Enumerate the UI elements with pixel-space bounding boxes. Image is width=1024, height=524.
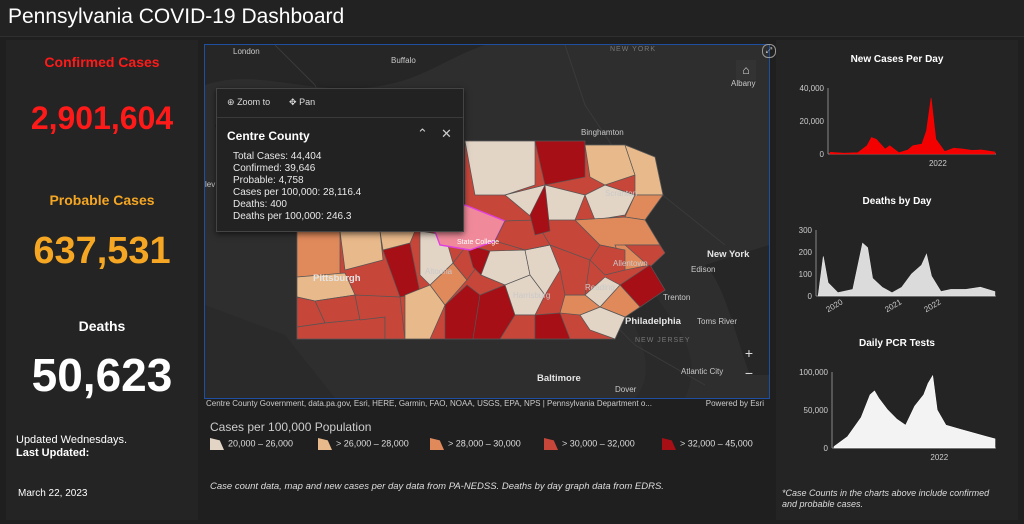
close-button[interactable]: ✕ (441, 126, 452, 142)
deaths-label: Deaths (78, 318, 126, 334)
map-label-buffalo: Buffalo (391, 56, 416, 65)
last-updated-date: March 22, 2023 (18, 488, 88, 499)
map-attribution: Centre County Government, data.pa.gov, E… (206, 399, 766, 411)
map-label-atlantic-city: Atlantic City (681, 367, 724, 376)
legend-swatch (544, 438, 558, 450)
last-updated-label: Last Updated: (16, 447, 90, 459)
fullscreen-button[interactable]: ⤢ (762, 44, 776, 58)
map-label-new-york-state: NEW YORK (610, 46, 656, 53)
zoom-control: + − (738, 343, 760, 385)
collapse-button[interactable]: ⌃ (417, 126, 428, 142)
legend-swatch (210, 438, 224, 450)
popup-deaths: Deaths: 400 (233, 199, 287, 210)
map-label-dover: Dover (615, 385, 637, 394)
header-bar: Pennsylvania COVID-19 Dashboard (0, 0, 1024, 37)
legend-label: > 32,000 – 45,000 (680, 438, 753, 449)
pan-label: Pan (299, 97, 316, 107)
close-icon: ✕ (441, 126, 452, 141)
legend-label: > 28,000 – 30,000 (448, 438, 521, 449)
legend-label: > 30,000 – 32,000 (562, 438, 635, 449)
pan-action[interactable]: ✥ Pan (289, 97, 315, 108)
zoom-to-action[interactable]: ⊕ Zoom to (227, 97, 270, 108)
legend-swatch (430, 438, 444, 450)
deaths-value: 50,623 (31, 349, 173, 401)
legend-item: > 26,000 – 28,000 (318, 438, 409, 450)
map-label-toms-river: Toms River (697, 317, 738, 326)
chevron-up-icon: ⌃ (417, 126, 428, 141)
zoom-icon: ⊕ (227, 97, 235, 107)
map-label-london: London (233, 47, 260, 56)
probable-cases-label: Probable Cases (49, 192, 155, 208)
updated-text: Updated Wednesdays. (16, 434, 128, 446)
map-label-reading: Reading (585, 283, 615, 292)
map-label-pittsburgh: Pittsburgh (313, 273, 361, 284)
legend-label: 20,000 – 26,000 (228, 438, 294, 449)
pan-icon: ✥ (289, 97, 297, 107)
map-label-new-york: New York (707, 249, 750, 260)
home-button[interactable]: ⌂ (736, 60, 756, 80)
charts-footnote: *Case Counts in the charts above include… (782, 488, 990, 509)
map-label-harrisburg: Harrisburg (513, 291, 551, 300)
zoom-in-button[interactable]: + (744, 345, 754, 361)
charts-panel: New Cases Per Day Deaths by Day Daily PC… (776, 40, 1018, 520)
data-source-note: Case count data, map and new cases per d… (210, 481, 664, 492)
legend-title: Cases per 100,000 Population (210, 420, 372, 434)
popup-total-cases: Total Cases: 44,404 (233, 151, 322, 162)
map-label-allentown: Allentown (613, 259, 648, 268)
map-label-albany: Albany (731, 79, 756, 88)
powered-by-esri[interactable]: Powered by Esri (699, 399, 764, 408)
chart-title-new-cases: New Cases Per Day (850, 54, 944, 65)
legend-label: > 26,000 – 28,000 (336, 438, 409, 449)
map-label-scranton: Scranton (605, 189, 638, 198)
attribution-text: Centre County Government, data.pa.gov, E… (206, 399, 652, 408)
dashboard-title: Pennsylvania COVID-19 Dashboard (8, 5, 345, 28)
map-label-state-college: State College (457, 239, 500, 246)
home-icon: ⌂ (742, 63, 750, 77)
zoom-to-label: Zoom to (237, 97, 271, 107)
pennsylvania-counties (296, 140, 666, 340)
map-label-new-jersey: NEW JERSEY (635, 337, 691, 344)
map-label-edison: Edison (691, 265, 716, 274)
map-label-binghamton: Binghamton (581, 128, 624, 137)
zoom-out-button[interactable]: − (744, 365, 754, 381)
popup-toolbar: ⊕ Zoom to ✥ Pan (217, 89, 463, 118)
legend-swatch (662, 438, 676, 450)
popup-probable: Probable: 4,758 (233, 175, 304, 186)
legend-item: > 30,000 – 32,000 (544, 438, 635, 450)
map-label-altoona: Altoona (425, 267, 453, 276)
chart-title-deaths: Deaths by Day (862, 196, 932, 207)
map-label-cleveland: lev (205, 180, 216, 189)
county-popup: ⊕ Zoom to ✥ Pan Centre County ⌃ ✕ Total … (216, 88, 464, 232)
map-label-trenton: Trenton (663, 293, 691, 302)
map-label-baltimore: Baltimore (537, 373, 581, 384)
expand-icon: ⤢ (765, 46, 773, 55)
popup-confirmed: Confirmed: 39,646 (233, 163, 316, 174)
probable-cases-value: 637,531 (33, 230, 171, 272)
legend-item: 20,000 – 26,000 (210, 438, 293, 450)
confirmed-cases-value: 2,901,604 (30, 100, 174, 136)
legend-item: > 28,000 – 30,000 (430, 438, 521, 450)
legend-item: > 32,000 – 45,000 (662, 438, 753, 450)
legend-swatch (318, 438, 332, 450)
popup-county-title: Centre County (227, 129, 310, 143)
map-label-philadelphia: Philadelphia (625, 316, 681, 327)
chart-title-pcr: Daily PCR Tests (859, 338, 935, 349)
confirmed-cases-label: Confirmed Cases (44, 54, 160, 70)
popup-cases-per-100k: Cases per 100,000: 28,116.4 (233, 187, 362, 198)
popup-deaths-per-100k: Deaths per 100,000: 246.3 (233, 211, 352, 222)
stats-panel: Confirmed Cases 2,901,604 Probable Cases… (6, 40, 198, 520)
